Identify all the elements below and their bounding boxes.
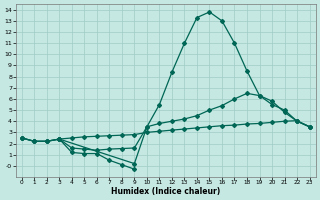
X-axis label: Humidex (Indice chaleur): Humidex (Indice chaleur) — [111, 187, 220, 196]
